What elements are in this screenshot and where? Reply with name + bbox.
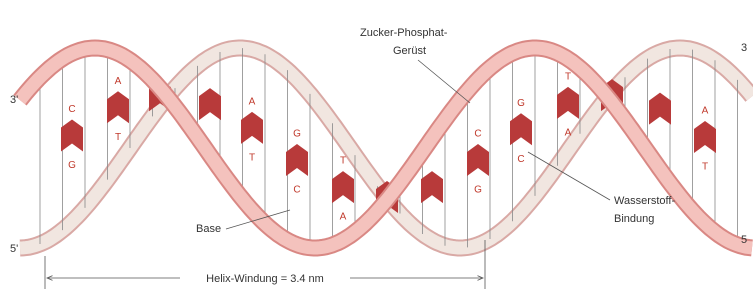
base-letter: A bbox=[115, 76, 122, 87]
base-letter: G bbox=[474, 185, 482, 196]
helix-turn-label: Helix-Windung = 3.4 nm bbox=[206, 273, 324, 285]
base-letter: G bbox=[68, 160, 76, 171]
base-pair bbox=[510, 113, 532, 145]
backbone-label: Zucker-Phosphat- bbox=[360, 27, 448, 39]
base-letter: T bbox=[340, 156, 346, 167]
base-pair bbox=[557, 87, 579, 119]
base-pair bbox=[649, 93, 671, 125]
base-pair bbox=[421, 171, 443, 203]
dna-diagram: C G A T A T G C T A C G G C T A A T Zucker-Phosphat- Gerü… bbox=[0, 0, 753, 290]
base-letter: C bbox=[474, 129, 481, 140]
base-letter: A bbox=[565, 128, 572, 139]
base-letter: T bbox=[565, 72, 571, 83]
base-label: Base bbox=[196, 223, 221, 235]
base-letter: A bbox=[340, 212, 347, 223]
base-pair bbox=[107, 91, 129, 123]
base-letter: C bbox=[293, 185, 300, 196]
base-letter: A bbox=[249, 96, 256, 107]
base-letter: G bbox=[293, 129, 301, 140]
end-label: 3 bbox=[741, 42, 747, 54]
base-letter: G bbox=[517, 98, 525, 109]
base-letter: C bbox=[68, 104, 75, 115]
leader-line bbox=[418, 60, 470, 103]
hbond-label: Wasserstoff- bbox=[614, 195, 675, 207]
base-letter: T bbox=[702, 162, 708, 173]
end-label: 5 bbox=[741, 234, 747, 246]
backbone-label: Gerüst bbox=[393, 45, 426, 57]
end-label: 5' bbox=[10, 243, 18, 255]
base-pair bbox=[61, 120, 83, 152]
base-pair bbox=[286, 144, 308, 176]
end-label: 3' bbox=[10, 94, 18, 106]
base-pair bbox=[199, 88, 221, 120]
base-letter: T bbox=[249, 152, 255, 163]
base-pair bbox=[241, 112, 263, 144]
base-letter: C bbox=[517, 154, 524, 165]
base-pair bbox=[332, 171, 354, 203]
base-pair bbox=[694, 121, 716, 153]
base-letter: A bbox=[702, 106, 709, 117]
hbond-label: Bindung bbox=[614, 213, 654, 225]
base-letter: T bbox=[115, 132, 121, 143]
base-pair bbox=[467, 144, 489, 176]
